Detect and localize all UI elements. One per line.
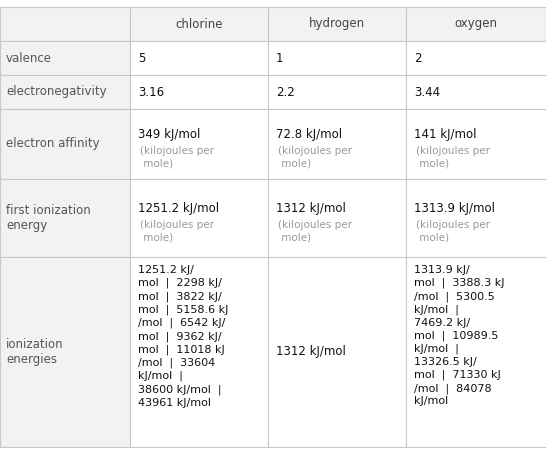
Bar [0,7,130,41]
Bar [130,257,268,447]
Bar [0,41,130,75]
Text: (kilojoules per
 mole): (kilojoules per mole) [416,146,490,169]
Text: 1312 kJ/mol: 1312 kJ/mol [276,202,346,215]
Text: 349 kJ/mol: 349 kJ/mol [138,128,200,141]
Bar [130,109,268,179]
Text: 1251.2 kJ/
mol  |  2298 kJ/
mol  |  3822 kJ/
mol  |  5158.6 kJ
/mol  |  6542 kJ/: 1251.2 kJ/ mol | 2298 kJ/ mol | 3822 kJ/… [138,265,228,408]
Text: ionization
energies: ionization energies [6,337,64,366]
Bar [268,75,406,109]
Text: (kilojoules per
 mole): (kilojoules per mole) [278,146,352,169]
Bar [406,7,546,41]
Text: 1312 kJ/mol: 1312 kJ/mol [276,345,346,359]
Text: chlorine: chlorine [175,18,223,30]
Bar [406,41,546,75]
Text: 3.16: 3.16 [138,85,164,99]
Bar [0,179,130,257]
Text: 5: 5 [138,51,145,64]
Text: 1313.9 kJ/mol: 1313.9 kJ/mol [414,202,495,215]
Bar [268,109,406,179]
Bar [406,179,546,257]
Text: electronegativity: electronegativity [6,85,106,99]
Bar [268,7,406,41]
Text: 1313.9 kJ/
mol  |  3388.3 kJ
/mol  |  5300.5
kJ/mol  |
7469.2 kJ/
mol  |  10989.: 1313.9 kJ/ mol | 3388.3 kJ /mol | 5300.5… [414,265,505,406]
Bar [130,179,268,257]
Bar [406,75,546,109]
Text: 141 kJ/mol: 141 kJ/mol [414,128,477,141]
Text: hydrogen: hydrogen [309,18,365,30]
Bar [406,109,546,179]
Bar [0,75,130,109]
Bar [130,75,268,109]
Text: first ionization
energy: first ionization energy [6,203,91,232]
Bar [0,257,130,447]
Text: 1: 1 [276,51,283,64]
Text: (kilojoules per
 mole): (kilojoules per mole) [140,146,214,169]
Text: electron affinity: electron affinity [6,138,99,150]
Bar [406,257,546,447]
Text: (kilojoules per
 mole): (kilojoules per mole) [416,220,490,243]
Text: 1251.2 kJ/mol: 1251.2 kJ/mol [138,202,219,215]
Bar [268,179,406,257]
Text: 2: 2 [414,51,422,64]
Bar [268,41,406,75]
Bar [130,41,268,75]
Bar [268,257,406,447]
Text: (kilojoules per
 mole): (kilojoules per mole) [140,220,214,243]
Text: 3.44: 3.44 [414,85,440,99]
Text: 2.2: 2.2 [276,85,295,99]
Bar [130,7,268,41]
Text: (kilojoules per
 mole): (kilojoules per mole) [278,220,352,243]
Text: valence: valence [6,51,52,64]
Text: oxygen: oxygen [454,18,497,30]
Text: 72.8 kJ/mol: 72.8 kJ/mol [276,128,342,141]
Bar [0,109,130,179]
